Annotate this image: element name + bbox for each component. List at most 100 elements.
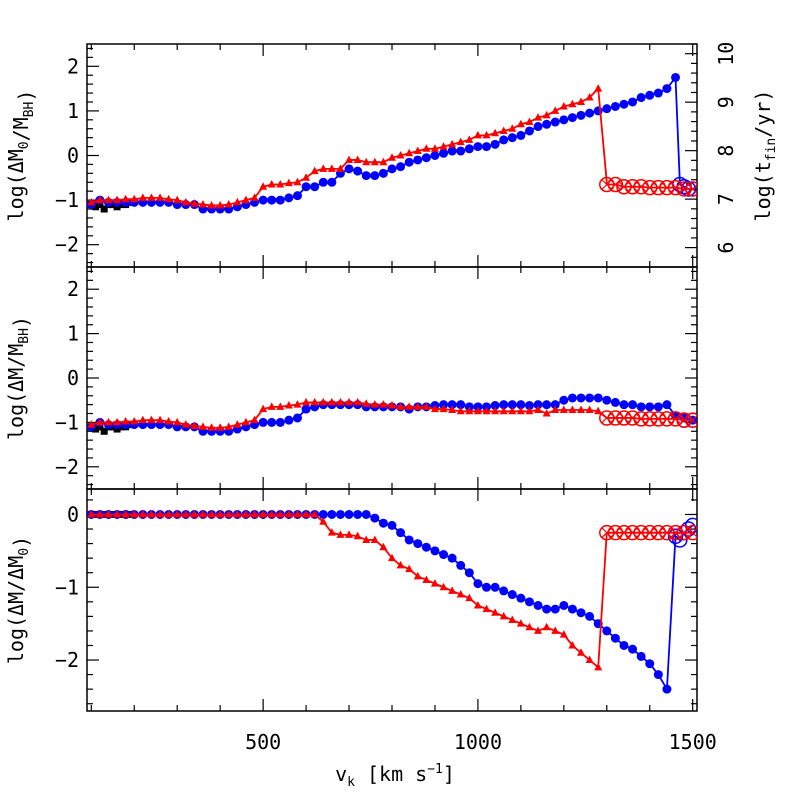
open-marker bbox=[599, 524, 615, 541]
x-axis-label: vk [km s−1] bbox=[335, 762, 455, 790]
open-marker bbox=[607, 524, 624, 541]
data-point bbox=[516, 406, 525, 415]
open-marker-cross bbox=[635, 413, 647, 425]
data-point bbox=[117, 201, 125, 209]
data-point bbox=[499, 586, 509, 596]
data-point bbox=[387, 520, 397, 530]
right-y-tick-label: 9 bbox=[714, 96, 738, 108]
data-point bbox=[216, 423, 225, 431]
data-point bbox=[568, 640, 577, 649]
open-marker-cross bbox=[601, 527, 613, 539]
data-point bbox=[224, 509, 233, 518]
open-marker-cross bbox=[661, 413, 673, 425]
data-point bbox=[362, 399, 371, 407]
data-point bbox=[327, 177, 337, 187]
open-marker-cross bbox=[601, 179, 613, 190]
data-point bbox=[473, 600, 482, 609]
data-point bbox=[473, 130, 482, 139]
open-marker-cross bbox=[644, 182, 656, 194]
y-axis-label-middle: log(ΔM/MBH) bbox=[4, 316, 33, 440]
data-point bbox=[482, 582, 492, 592]
data-point bbox=[387, 164, 397, 174]
data-point bbox=[619, 400, 629, 410]
data-point bbox=[645, 402, 655, 412]
y-tick-label: −2 bbox=[55, 648, 79, 672]
data-point bbox=[628, 97, 638, 107]
open-marker bbox=[641, 411, 658, 427]
x-tick-label: 1500 bbox=[669, 730, 717, 754]
data-point bbox=[610, 101, 620, 111]
data-point bbox=[491, 406, 500, 415]
data-point bbox=[396, 528, 406, 538]
open-marker-cross bbox=[627, 527, 638, 539]
open-marker-cross bbox=[618, 412, 630, 424]
data-point bbox=[113, 509, 122, 518]
data-point bbox=[636, 651, 646, 661]
data-point bbox=[156, 415, 165, 424]
data-point bbox=[284, 415, 294, 425]
open-marker bbox=[676, 181, 692, 197]
data-point bbox=[551, 405, 560, 413]
data-point bbox=[275, 417, 285, 427]
data-point bbox=[198, 200, 207, 208]
data-point bbox=[602, 395, 612, 405]
data-point bbox=[534, 405, 543, 413]
data-point bbox=[456, 590, 465, 598]
data-point bbox=[542, 400, 552, 410]
data-point bbox=[258, 195, 268, 205]
open-marker-cross bbox=[618, 181, 630, 193]
data-point bbox=[524, 401, 534, 411]
data-point bbox=[353, 531, 362, 540]
data-point bbox=[378, 168, 388, 178]
y-tick-label: 1 bbox=[67, 99, 79, 123]
data-point bbox=[542, 622, 551, 631]
data-point bbox=[534, 626, 543, 634]
data-point bbox=[362, 535, 371, 543]
data-point bbox=[173, 417, 182, 426]
data-point bbox=[370, 535, 379, 543]
data-point bbox=[508, 406, 517, 415]
x-axis: 500 1000 1500 bbox=[245, 730, 717, 754]
data-point bbox=[156, 193, 165, 201]
data-point bbox=[524, 126, 534, 136]
data-point bbox=[388, 401, 396, 409]
data-point bbox=[224, 200, 233, 208]
data-point bbox=[404, 535, 414, 545]
data-point bbox=[473, 406, 482, 415]
data-point bbox=[130, 509, 139, 518]
data-point bbox=[422, 402, 431, 410]
data-point bbox=[250, 193, 259, 201]
series-line bbox=[91, 86, 693, 207]
series-red bbox=[87, 509, 697, 671]
open-marker-cross bbox=[687, 527, 697, 539]
data-point bbox=[525, 622, 534, 631]
y-tick-label: 0 bbox=[67, 144, 79, 168]
data-point bbox=[388, 153, 396, 161]
x-tick-label: 1000 bbox=[454, 730, 502, 754]
data-point bbox=[464, 568, 474, 578]
open-marker bbox=[684, 181, 697, 197]
data-point bbox=[585, 405, 594, 413]
data-point bbox=[327, 164, 336, 172]
data-point bbox=[577, 648, 586, 656]
data-point bbox=[464, 144, 474, 154]
data-point bbox=[173, 195, 182, 204]
data-point bbox=[87, 420, 96, 428]
y-axis-label-top: log(ΔM0/MBH) bbox=[4, 90, 38, 222]
data-point bbox=[181, 197, 190, 206]
open-marker bbox=[616, 178, 632, 195]
data-point bbox=[447, 400, 457, 410]
data-point bbox=[301, 404, 311, 414]
data-point bbox=[319, 164, 328, 172]
data-point bbox=[378, 518, 388, 528]
data-point bbox=[421, 153, 431, 163]
data-point bbox=[92, 425, 100, 433]
data-point bbox=[465, 406, 474, 415]
data-point bbox=[241, 417, 250, 426]
data-point bbox=[430, 546, 440, 556]
data-point bbox=[577, 405, 586, 413]
data-point bbox=[448, 139, 457, 148]
data-point bbox=[439, 404, 448, 413]
data-point bbox=[156, 509, 165, 518]
right-y-tick-label: 7 bbox=[714, 193, 738, 205]
